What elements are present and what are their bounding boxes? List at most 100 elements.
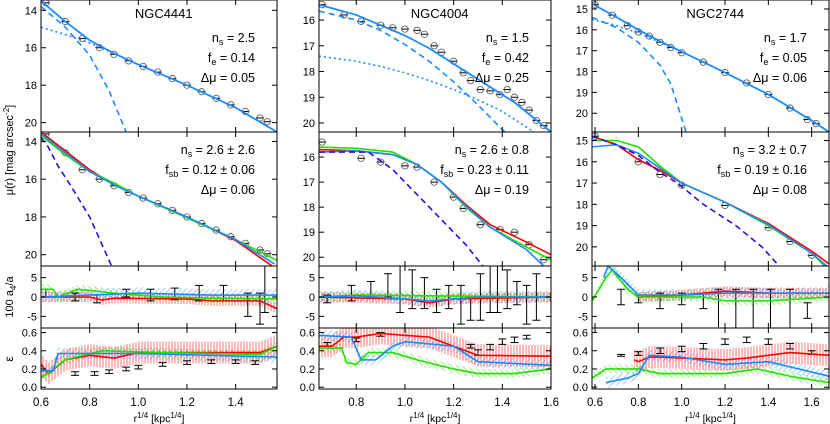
y-tick-label: 19 — [303, 92, 315, 104]
fit-parameter: fsb = 0.23 ± 0.11 — [440, 163, 529, 179]
red-a4-line — [41, 296, 277, 310]
y-tick-label: 0.2 — [22, 364, 37, 376]
eps-panel: 0.0 0.2 0.4 0.6 — [573, 327, 830, 394]
data-point — [319, 138, 326, 146]
eps-panel: 0.0 0.2 0.4 0.6 — [300, 327, 552, 394]
data-point — [503, 85, 511, 94]
plot-area — [319, 266, 551, 325]
y-tick-label: 0.4 — [300, 346, 315, 358]
x-tick-label: 0.8 — [348, 397, 364, 409]
data-point — [721, 68, 729, 77]
y-tick-label: 0 — [309, 292, 315, 304]
y-tick-label: 20 — [576, 242, 588, 254]
bottom-panel: 16 17 18 19 20 ns = 2.6 ± 0.8 fsb = 0.23 ± 0.1… — [303, 131, 552, 267]
disk-model-line — [319, 55, 535, 132]
y-tick-label: 17 — [576, 178, 588, 190]
fit-parameter: fsb = 0.19 ± 0.16 — [717, 163, 807, 179]
bulge-profile-line — [41, 137, 113, 266]
y-tick-label: 0.2 — [300, 364, 315, 376]
y-tick-label: 14 — [25, 136, 37, 148]
y-tick-label: -5 — [578, 311, 588, 323]
a4-panel: -5 0 5 — [305, 265, 552, 329]
blue-a4-line — [41, 292, 277, 298]
x-tick-label: 1.6 — [804, 397, 820, 409]
axes-frame — [40, 327, 278, 390]
red-band — [634, 341, 829, 373]
data-point — [540, 121, 548, 130]
y-tick-label: 0.6 — [573, 328, 588, 340]
data-point — [812, 120, 820, 128]
plot-area — [592, 336, 829, 389]
y-tick-label: 0.0 — [573, 382, 588, 394]
y-tick-label: 18 — [25, 80, 37, 92]
red-band — [41, 335, 277, 385]
y-tick-label: 0.6 — [22, 328, 37, 340]
green-eps-line — [319, 347, 551, 375]
data-point — [420, 30, 429, 38]
y-tick-label: 16 — [576, 157, 588, 169]
data-point — [413, 26, 421, 34]
bulge-model-line — [41, 5, 127, 132]
y-tick-label: 20 — [25, 118, 37, 130]
x-tick-label: 1.6 — [543, 397, 559, 409]
y-tick-label: 16 — [303, 152, 315, 164]
plot-area — [592, 132, 829, 266]
x-tick-label: 1.4 — [494, 397, 511, 409]
data-point — [476, 221, 485, 229]
top-panel: 15 16 17 18 19 20 NGC2744 ns = 1.7 fe = 0.05 Δμ =… — [576, 0, 830, 133]
bulge-model-line — [592, 16, 687, 132]
bottom-panel: 14 16 18 20 ns = 2.6 ± 2.6 fsb = 0.12 ± 0.06 Δ… — [25, 131, 278, 267]
green-profile-line — [592, 139, 826, 266]
data-point — [183, 81, 191, 89]
panel-column-ngc2744: 15 16 17 18 19 20 NGC2744 ns = 1.7 fe = 0.05 Δμ =… — [573, 0, 830, 424]
x-tick-label: 1.2 — [446, 397, 462, 409]
plot-area — [41, 0, 277, 132]
data-point — [61, 17, 69, 26]
total-model-line — [319, 3, 551, 132]
fit-parameter: ns = 2.5 — [212, 31, 255, 47]
x-tick-label: 1.4 — [760, 397, 777, 409]
y-tick-label: 14 — [25, 5, 37, 17]
x-axis-label: r1/4 [kpc1/4] — [410, 411, 461, 424]
axes-frame — [591, 327, 830, 390]
red-eps-line — [633, 351, 829, 363]
top-panel: 14 16 18 20 NGC4441 ns = 2.5 fe = 0.14 Δμ = 0.0… — [25, 0, 278, 133]
red-band — [41, 291, 277, 314]
y-tick-label: 18 — [576, 67, 588, 79]
panel-column-ngc4004: 16 17 18 19 20 NGC4004 ns = 1.5 fe = 0.42 Δμ = 0… — [300, 0, 559, 424]
blue-eps-line — [41, 352, 277, 372]
x-tick-label: 0.8 — [82, 397, 98, 409]
data-point — [376, 21, 385, 29]
fit-parameter: Δμ = 0.05 — [201, 71, 255, 85]
plot-area — [41, 266, 277, 325]
green-a4-line — [41, 288, 277, 300]
fit-parameter: ns = 2.6 ± 2.6 — [181, 143, 255, 159]
y-tick-label: 0.6 — [300, 328, 315, 340]
blue-a4-line — [319, 295, 551, 302]
y-tick-label: 0.0 — [300, 382, 315, 394]
y-tick-label: 5 — [31, 273, 37, 285]
y-tick-label: 20 — [576, 108, 588, 120]
plot-area — [319, 1, 551, 132]
y-tick-label: 20 — [303, 252, 315, 264]
plot-area — [319, 138, 551, 266]
axes-frame — [318, 327, 552, 390]
plot-area — [41, 335, 277, 385]
data-point — [401, 162, 409, 170]
data-point — [319, 1, 326, 9]
data-point — [430, 42, 438, 50]
fit-parameter: ns = 1.7 — [764, 31, 807, 47]
fit-parameter: ns = 3.2 ± 0.7 — [733, 143, 807, 159]
x-axis-label: r1/4 [kpc1/4] — [134, 411, 185, 424]
fit-parameter: fsb = 0.12 ± 0.06 — [165, 163, 255, 179]
data-point — [467, 76, 475, 85]
y-tick-label: 19 — [576, 221, 588, 233]
y-tick-label: 18 — [303, 67, 315, 79]
fit-parameter: fe = 0.42 — [482, 51, 529, 67]
x-tick-label: 0.6 — [33, 397, 49, 409]
y-tick-label: 16 — [576, 25, 588, 37]
fit-parameter: Δμ = 0.06 — [201, 183, 255, 197]
x-axis-label: r1/4 [kpc1/4] — [685, 411, 736, 424]
red-eps-line — [319, 332, 551, 358]
